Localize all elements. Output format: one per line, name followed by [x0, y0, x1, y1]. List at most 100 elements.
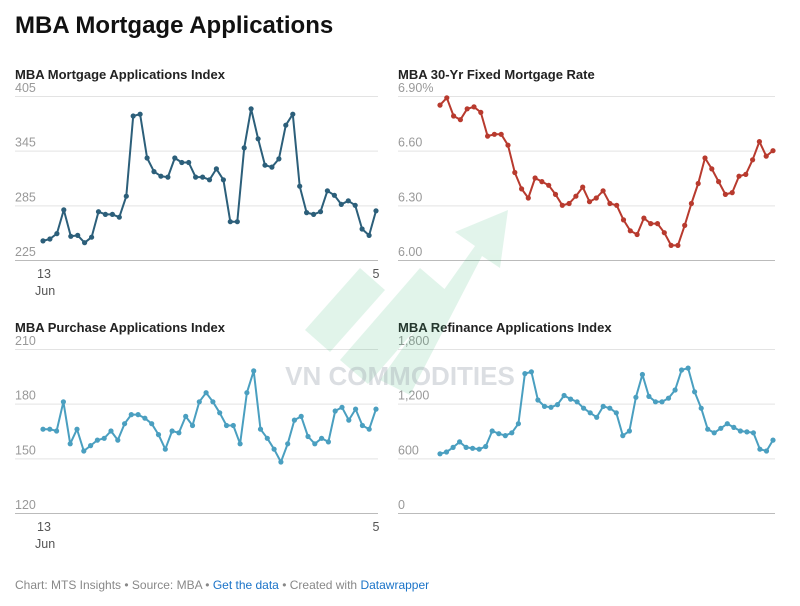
index-data-point	[331, 192, 337, 198]
purchase-data-point	[319, 435, 325, 441]
chart-footer: Chart: MTS Insights • Source: MBA • Get …	[15, 578, 429, 592]
purchase-data-point	[169, 428, 175, 434]
refinance-data-point	[639, 371, 646, 378]
refinance-data-point	[489, 428, 495, 434]
rate-data-point	[457, 117, 463, 123]
rate-data-point	[736, 173, 742, 179]
index-data-point	[234, 219, 240, 225]
purchase-data-point	[237, 441, 243, 447]
purchase-data-point	[135, 412, 141, 418]
refinance-data-point	[750, 430, 757, 436]
refinance-data-point	[496, 431, 502, 437]
index-data-point	[68, 233, 74, 239]
rate-data-point	[471, 104, 477, 110]
rate-data-point	[688, 200, 695, 207]
refinance-data-point	[574, 399, 580, 405]
rate-data-point	[478, 109, 484, 115]
purchase-data-point	[325, 439, 331, 445]
index-data-point	[75, 232, 81, 238]
rate-data-point	[512, 169, 518, 176]
rate-data-point	[702, 155, 708, 161]
refinance-chart-title: MBA Refinance Applications Index	[398, 320, 612, 335]
refinance-data-point	[535, 397, 541, 403]
purchase-data-point	[47, 426, 53, 432]
refinance-data-point	[620, 433, 626, 439]
purchase-data-point	[271, 446, 277, 452]
refinance-data-point	[515, 421, 522, 427]
index-data-point	[213, 166, 219, 172]
refinance-data-point	[672, 387, 678, 393]
refinance-data-point	[757, 446, 763, 452]
refinance-data-point	[613, 410, 619, 416]
rate-data-point	[498, 131, 504, 137]
rate-data-point	[586, 199, 593, 205]
index-data-point	[366, 232, 372, 238]
purchase-series-line	[43, 369, 377, 463]
rate-data-point	[444, 95, 450, 101]
index-data-point	[193, 174, 199, 180]
index-data-point	[283, 122, 289, 128]
purchase-y-tick-label: 180	[15, 389, 36, 403]
rate-data-point	[573, 193, 579, 199]
purchase-x-sub-label: Jun	[35, 537, 55, 551]
index-series-line	[42, 107, 377, 244]
index-data-point	[172, 155, 178, 161]
purchase-y-tick-label: 210	[15, 334, 36, 348]
refinance-data-point	[692, 389, 698, 395]
purchase-data-point	[162, 446, 168, 452]
rate-data-point	[675, 242, 681, 248]
purchase-data-point	[339, 404, 345, 410]
footer-created: • Created with	[278, 578, 361, 592]
purchase-data-point	[373, 406, 379, 412]
refinance-data-point	[522, 371, 528, 377]
rate-data-point	[763, 153, 769, 159]
index-data-point	[40, 238, 46, 244]
rate-data-point	[614, 202, 620, 208]
refinance-y-tick-label: 600	[398, 443, 419, 457]
rate-y-tick-label: 6.90%	[398, 81, 433, 95]
refinance-data-point	[548, 404, 554, 410]
index-data-point	[324, 188, 330, 194]
rate-data-point	[485, 133, 491, 139]
rate-data-point	[709, 166, 715, 172]
index-data-point	[262, 162, 268, 168]
get-data-link[interactable]: Get the data	[212, 578, 279, 592]
purchase-data-point	[155, 432, 162, 438]
rate-data-point	[750, 157, 756, 163]
index-chart-title: MBA Mortgage Applications Index	[15, 67, 226, 82]
rate-data-point	[648, 221, 654, 227]
refinance-data-point	[731, 424, 737, 430]
rate-data-point	[634, 231, 640, 238]
rate-data-point	[716, 179, 722, 185]
index-data-point	[290, 111, 296, 117]
refinance-data-point	[437, 451, 443, 457]
purchase-data-point	[183, 413, 189, 419]
purchase-data-point	[278, 459, 284, 465]
index-x-sub-label: Jun	[35, 284, 55, 298]
refinance-data-point	[711, 430, 717, 436]
index-data-point	[102, 211, 108, 217]
refinance-data-point	[470, 445, 476, 451]
purchase-data-point	[217, 410, 223, 416]
purchase-y-tick-label: 150	[15, 443, 36, 457]
index-data-point	[130, 113, 136, 119]
rate-data-point	[593, 195, 599, 201]
refinance-data-point	[450, 444, 456, 450]
rate-data-point	[491, 131, 497, 137]
refinance-data-point	[652, 399, 659, 405]
purchase-data-point	[88, 443, 94, 449]
purchase-data-point	[244, 390, 250, 396]
purchase-data-point	[264, 435, 270, 441]
refinance-y-tick-label: 1,800	[398, 334, 429, 348]
index-data-point	[345, 198, 351, 204]
purchase-data-point	[251, 368, 257, 374]
datawrapper-link[interactable]: Datawrapper	[360, 578, 430, 592]
index-data-point	[54, 231, 60, 237]
refinance-data-point	[587, 410, 593, 416]
index-y-tick-label: 285	[15, 190, 36, 204]
purchase-data-point	[332, 408, 338, 414]
refinance-data-point	[561, 392, 567, 399]
refinance-data-point	[744, 429, 750, 435]
purchase-data-point	[60, 399, 66, 405]
